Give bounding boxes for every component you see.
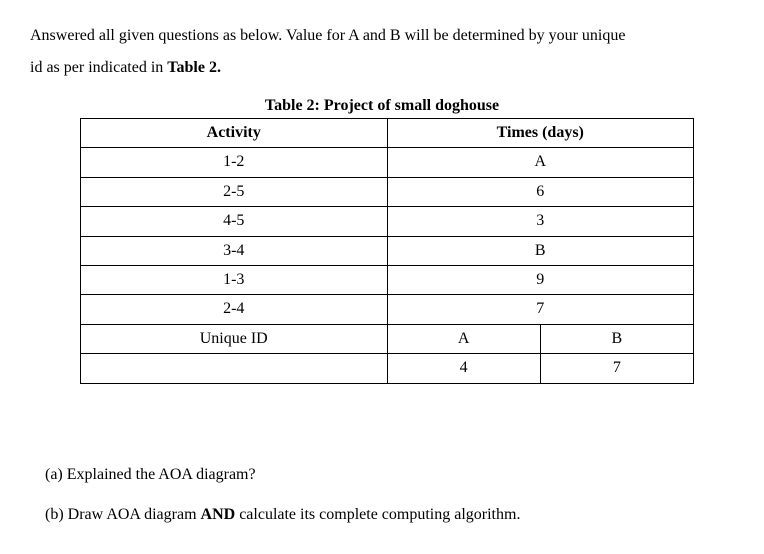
table-row: 3-4 B bbox=[81, 236, 694, 265]
table-row: 4-5 3 bbox=[81, 207, 694, 236]
unique-id-label: Unique ID bbox=[81, 324, 388, 353]
question-a: (a) Explained the AOA diagram? bbox=[45, 459, 734, 491]
col-a: A bbox=[387, 324, 540, 353]
cell-activity: 3-4 bbox=[81, 236, 388, 265]
cell-times: B bbox=[387, 236, 694, 265]
header-activity: Activity bbox=[81, 119, 388, 148]
questions-section: (a) Explained the AOA diagram? (b) Draw … bbox=[30, 459, 734, 531]
table-wrapper: Activity Times (days) 1-2 A 2-5 6 4-5 3 … bbox=[30, 118, 734, 384]
project-table: Activity Times (days) 1-2 A 2-5 6 4-5 3 … bbox=[80, 118, 694, 384]
question-b-bold: AND bbox=[201, 506, 236, 523]
val-b: 7 bbox=[540, 354, 693, 383]
cell-times: 6 bbox=[387, 177, 694, 206]
cell-activity: 4-5 bbox=[81, 207, 388, 236]
cell-times: 7 bbox=[387, 295, 694, 324]
table-header-row: Activity Times (days) bbox=[81, 119, 694, 148]
cell-times: 3 bbox=[387, 207, 694, 236]
unique-id-value-row: 4 7 bbox=[81, 354, 694, 383]
table-row: 1-3 9 bbox=[81, 265, 694, 294]
table-row: 1-2 A bbox=[81, 148, 694, 177]
intro-line2-bold: Table 2. bbox=[167, 59, 221, 76]
cell-activity: 2-4 bbox=[81, 295, 388, 324]
intro-line2-text: id as per indicated in bbox=[30, 59, 167, 76]
col-b: B bbox=[540, 324, 693, 353]
question-b: (b) Draw AOA diagram AND calculate its c… bbox=[45, 499, 734, 531]
cell-activity: 1-3 bbox=[81, 265, 388, 294]
table-row: 2-4 7 bbox=[81, 295, 694, 324]
intro-line1: Answered all given questions as below. V… bbox=[30, 27, 625, 44]
cell-activity: 1-2 bbox=[81, 148, 388, 177]
header-times: Times (days) bbox=[387, 119, 694, 148]
cell-times: 9 bbox=[387, 265, 694, 294]
table-caption: Table 2: Project of small doghouse bbox=[30, 94, 734, 118]
question-b-prefix: (b) Draw AOA diagram bbox=[45, 506, 201, 523]
intro-paragraph: Answered all given questions as below. V… bbox=[30, 20, 734, 84]
question-b-suffix: calculate its complete computing algorit… bbox=[235, 506, 520, 523]
unique-id-empty bbox=[81, 354, 388, 383]
cell-activity: 2-5 bbox=[81, 177, 388, 206]
cell-times: A bbox=[387, 148, 694, 177]
unique-id-header-row: Unique ID A B bbox=[81, 324, 694, 353]
table-row: 2-5 6 bbox=[81, 177, 694, 206]
val-a: 4 bbox=[387, 354, 540, 383]
